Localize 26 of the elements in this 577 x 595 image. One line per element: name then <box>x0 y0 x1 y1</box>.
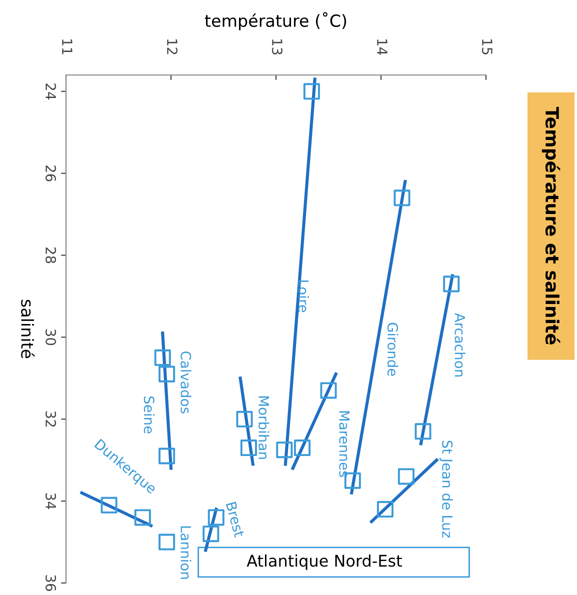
annotation: Atlantique Nord-Est <box>246 554 402 570</box>
x-tick-label: 13 <box>272 39 282 54</box>
annotation: Arcachon <box>454 312 466 376</box>
x-tick-label: 12 <box>167 39 178 54</box>
x-tick-label: 15 <box>482 39 492 54</box>
annotation: Calvados <box>180 351 192 414</box>
y-tick-label: 32 <box>46 411 56 427</box>
y-tick-label: 36 <box>46 575 56 591</box>
y-tick-label: 30 <box>46 329 56 346</box>
annotation: Seine <box>144 396 155 434</box>
text: Température et salinité <box>542 106 560 344</box>
annotation: Loire <box>298 280 309 312</box>
annotation: Brest <box>226 502 245 538</box>
y-tick-label: 28 <box>46 247 56 264</box>
annotation: Morbihan <box>258 396 270 459</box>
x-tick-label: 14 <box>377 39 388 55</box>
annotation: St Jean de Luz <box>439 440 453 538</box>
y-tick-label: 24 <box>46 84 56 100</box>
y-tick-label: 34 <box>46 493 56 510</box>
x-axis-title: température (˚C) <box>204 12 346 30</box>
annotation: Gironde <box>387 322 398 376</box>
x-tick-label: 11 <box>62 39 72 54</box>
y-tick-label: 26 <box>46 166 56 182</box>
annotation: Lannion <box>180 526 192 579</box>
annotation: Marennes <box>339 411 350 478</box>
y-axis-title: salinité <box>21 300 35 358</box>
